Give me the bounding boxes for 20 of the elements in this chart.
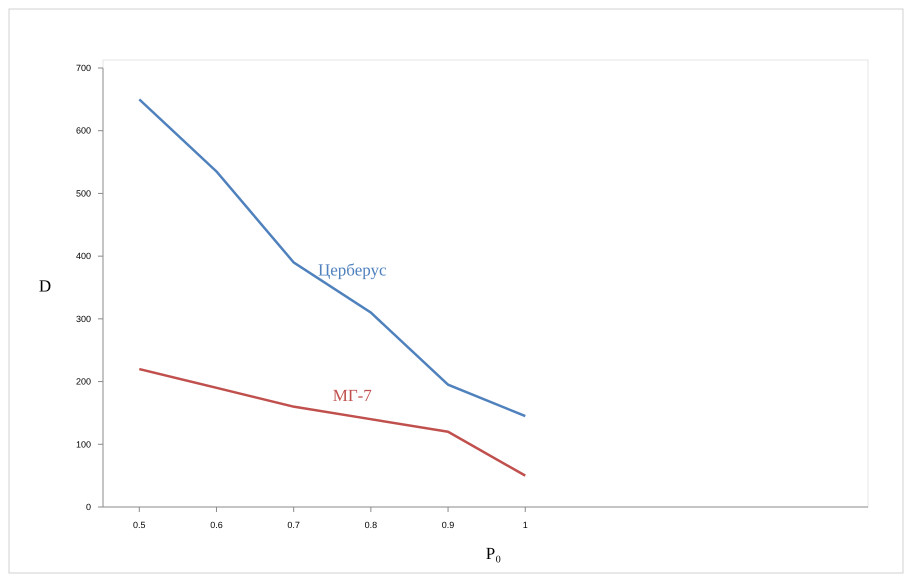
y-tick-label: 200 xyxy=(76,376,91,387)
series-label: Церберус xyxy=(318,260,388,280)
y-tick-label: 700 xyxy=(76,63,91,73)
x-tick-label: 0.7 xyxy=(287,520,300,530)
line-series xyxy=(138,368,527,477)
y-tick-label: 600 xyxy=(76,126,91,136)
x-tick-label: 0.8 xyxy=(364,520,378,530)
y-tick-label: 500 xyxy=(76,188,91,198)
y-tick-label: 100 xyxy=(76,439,91,450)
x-axis-title: P₀ xyxy=(486,544,502,563)
x-tick-label: 1 xyxy=(522,520,528,530)
x-tick-label: 0.9 xyxy=(442,520,454,530)
y-tick-label: 0 xyxy=(86,502,91,512)
line-series xyxy=(138,98,527,418)
x-tick-label: 0.5 xyxy=(133,520,146,530)
x-tick-label: 0.6 xyxy=(210,520,223,530)
y-tick-label: 400 xyxy=(76,251,91,262)
series-label: МГ-7 xyxy=(332,386,372,405)
y-tick-label: 300 xyxy=(76,314,91,324)
y-axis-title: D xyxy=(38,276,52,296)
